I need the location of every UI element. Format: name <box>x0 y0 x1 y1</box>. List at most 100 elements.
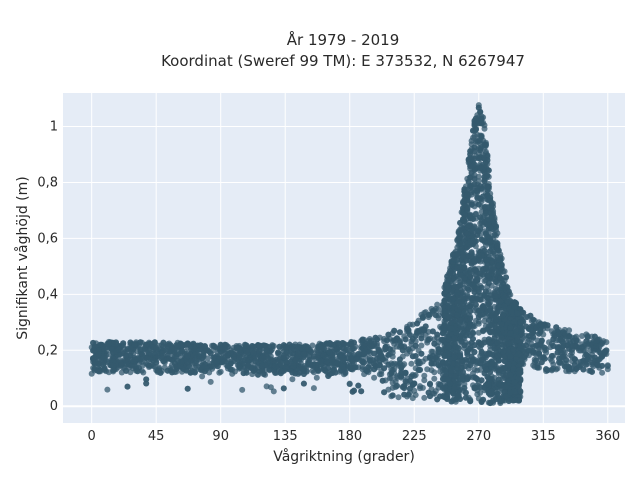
data-point <box>405 391 412 398</box>
data-point <box>355 382 362 389</box>
data-point <box>306 357 313 363</box>
data-point <box>123 352 130 359</box>
chart-title: År 1979 - 2019 <box>287 30 400 49</box>
data-point <box>385 361 392 368</box>
data-point <box>169 369 175 376</box>
data-point <box>405 346 412 353</box>
data-point <box>415 367 422 373</box>
data-point <box>283 349 290 356</box>
data-point <box>563 357 570 364</box>
data-point <box>478 133 485 140</box>
data-point <box>481 182 488 189</box>
data-point <box>252 357 259 364</box>
data-point <box>127 352 134 359</box>
data-point <box>548 358 555 365</box>
data-point <box>394 382 400 389</box>
data-point <box>100 361 107 368</box>
data-point <box>349 346 356 352</box>
data-point <box>467 398 474 405</box>
data-point <box>270 343 277 349</box>
data-point <box>467 303 474 310</box>
data-point <box>313 347 320 354</box>
data-point <box>448 365 455 372</box>
data-point <box>501 285 508 291</box>
data-point <box>260 342 267 349</box>
data-point <box>488 242 495 249</box>
data-point <box>207 378 214 385</box>
data-point <box>101 366 108 373</box>
data-point <box>471 238 478 245</box>
data-point <box>240 370 247 377</box>
data-point <box>467 151 474 158</box>
data-point <box>487 238 494 245</box>
data-point <box>485 350 492 357</box>
data-point <box>143 380 150 387</box>
data-point <box>399 347 406 354</box>
data-point <box>361 359 368 366</box>
data-point <box>571 356 578 363</box>
data-point <box>569 366 575 373</box>
data-point <box>561 330 568 337</box>
data-point <box>455 345 462 352</box>
data-point <box>315 367 322 374</box>
data-point <box>475 155 482 162</box>
data-point <box>296 369 303 376</box>
data-point <box>471 384 478 391</box>
data-point <box>412 342 419 349</box>
data-point <box>431 336 438 343</box>
data-point <box>137 339 144 346</box>
data-point <box>179 348 185 355</box>
data-point <box>439 336 446 343</box>
data-point <box>131 341 138 348</box>
data-point <box>93 359 99 365</box>
data-point <box>451 335 458 342</box>
data-point <box>214 363 221 370</box>
data-point <box>210 342 217 349</box>
data-point <box>184 352 191 359</box>
data-point <box>376 348 383 355</box>
data-point <box>123 367 130 374</box>
data-point <box>260 371 267 377</box>
data-point <box>537 327 544 334</box>
data-point <box>471 257 478 264</box>
data-point <box>110 367 117 374</box>
data-point <box>298 345 304 352</box>
data-point <box>541 344 548 351</box>
data-point <box>550 343 557 349</box>
data-point <box>412 332 419 339</box>
data-point <box>239 386 246 393</box>
data-point <box>222 346 228 353</box>
data-point <box>391 327 398 334</box>
data-point <box>468 201 475 208</box>
data-point <box>197 346 204 353</box>
data-point <box>250 343 257 350</box>
data-point <box>461 211 468 218</box>
data-point <box>160 343 167 350</box>
data-point <box>174 343 181 350</box>
data-point <box>216 369 223 376</box>
data-point <box>275 349 282 356</box>
data-point <box>91 365 98 372</box>
data-point <box>533 357 540 364</box>
data-point <box>534 364 541 371</box>
data-point <box>406 331 413 338</box>
data-point <box>510 346 517 353</box>
data-point <box>402 336 409 343</box>
data-point <box>371 350 378 357</box>
data-point <box>470 282 476 289</box>
data-point <box>477 214 484 221</box>
data-point <box>418 350 425 357</box>
chart-subtitle: Koordinat (Sweref 99 TM): E 373532, N 62… <box>161 52 525 70</box>
data-point <box>514 383 521 390</box>
data-point <box>389 361 396 368</box>
data-point <box>434 331 441 338</box>
data-point <box>511 304 518 311</box>
data-point <box>484 172 491 179</box>
data-point <box>543 349 550 356</box>
data-point <box>477 366 484 373</box>
data-point <box>579 344 585 351</box>
data-point <box>421 377 428 384</box>
data-point <box>464 351 471 358</box>
data-point <box>458 245 465 252</box>
